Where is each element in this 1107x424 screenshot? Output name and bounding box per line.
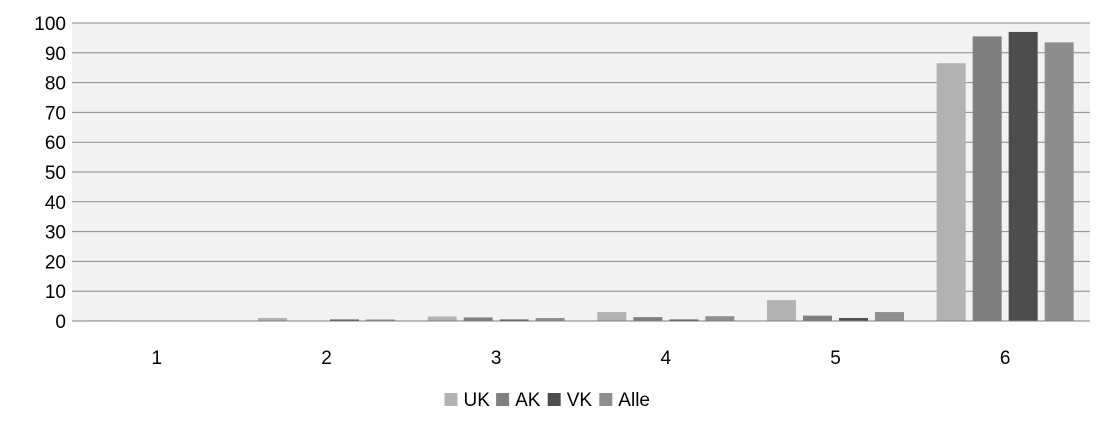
y-tick-label: 30 <box>45 223 66 244</box>
bar-vk-2 <box>330 319 359 321</box>
y-tick-label: 0 <box>55 312 66 333</box>
legend-swatch-alle <box>599 393 613 406</box>
x-tick-label: 3 <box>491 348 502 369</box>
bar-vk-5 <box>839 318 868 321</box>
x-tick-labels: 1 2 3 4 5 6 <box>152 348 1011 369</box>
y-tick-labels: 0 10 20 30 40 50 60 70 80 90 100 <box>34 14 66 333</box>
y-tick-label: 80 <box>45 74 66 95</box>
bar-alle-6 <box>1044 42 1074 322</box>
bar-alle-4 <box>705 316 735 321</box>
bar-alle-5 <box>875 312 904 321</box>
bar-ak-6 <box>972 36 1002 321</box>
y-tick-label: 50 <box>45 163 66 184</box>
bar-ak-5 <box>803 315 832 321</box>
legend-label-uk: UK <box>464 390 491 411</box>
x-tick-label: 6 <box>1000 348 1011 369</box>
grid-lines <box>72 22 1090 292</box>
legend-swatch-vk <box>547 393 561 406</box>
bar-vk-4 <box>669 319 699 321</box>
x-tick-label: 4 <box>661 348 672 369</box>
bar-uk-5 <box>767 300 796 321</box>
y-tick-label: 60 <box>45 133 66 154</box>
y-tick-label: 100 <box>34 14 66 35</box>
legend-label-alle: Alle <box>618 390 650 411</box>
bar-vk-3 <box>499 319 529 321</box>
bar-vk-6 <box>1008 31 1038 321</box>
x-tick-label: 2 <box>321 348 332 369</box>
bar-alle-3 <box>535 318 565 321</box>
bar-ak-3 <box>463 317 493 321</box>
bar-uk-6 <box>936 63 966 321</box>
bar-ak-4 <box>633 317 663 321</box>
bar-alle-2 <box>366 319 395 321</box>
bar-uk-4 <box>597 312 627 321</box>
y-tick-label: 10 <box>45 282 66 303</box>
y-tick-label: 90 <box>45 44 66 65</box>
x-tick-label: 5 <box>830 348 841 369</box>
x-tick-label: 1 <box>152 348 163 369</box>
legend-label-vk: VK <box>567 390 593 411</box>
legend-swatch-ak <box>496 393 510 406</box>
legend-swatch-uk <box>444 393 458 406</box>
legend: UK AK VK Alle <box>444 390 650 411</box>
y-tick-label: 40 <box>45 193 66 214</box>
bar-uk-3 <box>427 316 457 321</box>
bars <box>88 31 1074 322</box>
legend-label-ak: AK <box>515 390 541 411</box>
y-tick-label: 20 <box>45 252 66 273</box>
bar-uk-2 <box>258 318 287 321</box>
y-tick-label: 70 <box>45 103 66 124</box>
